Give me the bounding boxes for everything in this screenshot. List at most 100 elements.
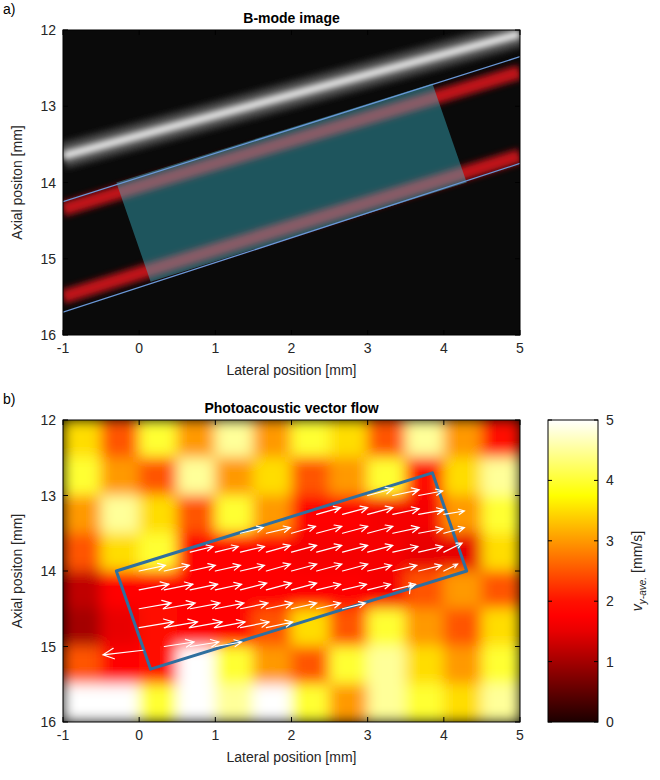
heat-cell	[481, 646, 520, 685]
heat-cell	[481, 684, 520, 722]
y-tick-label: 13	[40, 488, 56, 504]
flow-arrow	[215, 601, 244, 609]
x-tick	[215, 330, 216, 335]
heat-cell	[63, 495, 102, 534]
x-tick	[443, 420, 444, 425]
x-tick-label: 1	[211, 340, 219, 356]
x-tick	[291, 420, 292, 425]
colorbar-tick-label: 1	[606, 654, 614, 670]
heat-cell	[367, 684, 406, 722]
flow-arrow	[266, 582, 291, 590]
heat-cell	[101, 420, 140, 458]
flow-arrow	[317, 601, 341, 608]
x-tick-label: 3	[364, 727, 372, 743]
heat-cell	[329, 420, 368, 458]
bmode-plot	[63, 30, 520, 335]
heat-cell	[253, 684, 292, 722]
heat-cell	[139, 457, 178, 496]
heat-cell	[177, 684, 216, 722]
heat-cell	[405, 495, 444, 534]
heat-cell	[215, 571, 254, 610]
vessel-outline	[63, 57, 520, 202]
heat-cell	[405, 646, 444, 685]
flow-arrow	[368, 564, 392, 571]
x-tick	[63, 330, 64, 335]
heat-cell	[405, 420, 444, 458]
flow-arrow	[393, 564, 417, 571]
heat-cell	[291, 457, 330, 496]
heat-cell	[481, 533, 520, 572]
heat-cell	[481, 495, 520, 534]
colorbar-tick-label: 0	[606, 714, 614, 730]
y-tick	[63, 722, 68, 723]
x-tick	[520, 420, 521, 425]
y-tick	[63, 571, 68, 572]
colorbar-tick	[594, 420, 598, 421]
colorbar-title-unit: [mm/s]	[629, 531, 645, 573]
heat-cell	[177, 420, 216, 458]
heat-cells	[63, 420, 520, 722]
y-tick	[515, 30, 520, 31]
x-tick	[367, 30, 368, 35]
x-tick	[139, 420, 140, 425]
x-tick-label: 0	[135, 727, 143, 743]
roi-outline	[116, 473, 466, 669]
heat-cell	[367, 495, 406, 534]
heat-cell	[177, 457, 216, 496]
heat-cell	[443, 646, 482, 685]
flow-arrow	[190, 564, 215, 571]
flow-arrow	[139, 582, 169, 590]
heat-cell	[443, 608, 482, 647]
y-tick-label: 13	[40, 98, 56, 114]
flow-arrow	[317, 525, 342, 533]
y-tick	[63, 182, 68, 183]
heat-cell	[253, 420, 292, 458]
heat-cell	[101, 571, 140, 610]
y-tick-label: 12	[40, 412, 56, 428]
x-tick	[215, 717, 216, 722]
heat-cell	[291, 571, 330, 610]
flow-arrow	[343, 544, 368, 552]
heat-cell	[329, 608, 368, 647]
flow-arrow	[292, 601, 317, 608]
y-tick-label: 15	[40, 639, 56, 655]
flow-arrow	[419, 527, 443, 533]
heat-cell	[405, 571, 444, 610]
x-tick	[291, 330, 292, 335]
flow-arrow	[444, 526, 465, 533]
heat-cell	[215, 646, 254, 685]
x-tick-label: 4	[440, 340, 448, 356]
flow-arrow	[164, 639, 194, 647]
flow-arrow	[215, 582, 241, 590]
vessel-outline	[63, 163, 520, 312]
flow-arrow	[317, 506, 341, 514]
heat-cell	[177, 495, 216, 534]
flow-arrow	[393, 507, 419, 515]
x-tick-label: 2	[288, 727, 296, 743]
x-axis-title: Lateral position [mm]	[227, 362, 357, 378]
colorbar	[548, 420, 598, 722]
heat-cell	[367, 646, 406, 685]
flow-arrow	[103, 648, 143, 658]
x-tick-label: 5	[516, 727, 524, 743]
flow-arrow	[164, 619, 197, 628]
x-tick	[291, 30, 292, 35]
x-tick-label: 2	[288, 340, 296, 356]
flow-arrow	[240, 601, 267, 609]
heat-cell	[443, 495, 482, 534]
flow-arrow	[292, 544, 317, 552]
flow-arrow	[393, 545, 418, 552]
colorbar-tick	[548, 480, 552, 481]
heat-cell	[481, 420, 520, 458]
flow-plot	[63, 420, 520, 722]
colorbar-tick-label: 5	[606, 412, 614, 428]
heat-cell	[481, 608, 520, 647]
y-tick	[515, 722, 520, 723]
x-tick-label: -1	[57, 727, 70, 743]
flow-arrow	[215, 564, 240, 571]
flow-arrow	[215, 640, 241, 647]
y-tick	[515, 646, 520, 647]
heat-cell	[405, 608, 444, 647]
colorbar-tick-label: 4	[606, 472, 614, 488]
y-tick-label: 16	[40, 327, 56, 343]
